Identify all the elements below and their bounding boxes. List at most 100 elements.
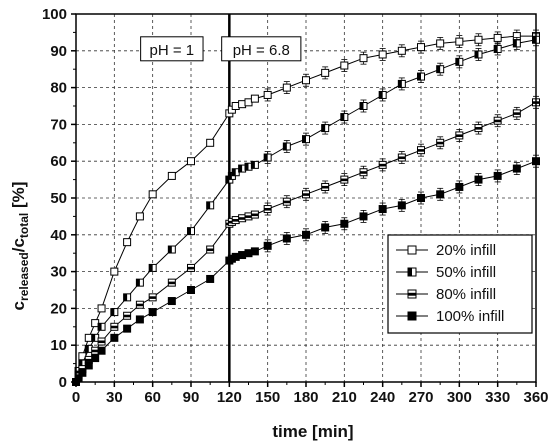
data-point — [263, 241, 272, 250]
data-point — [123, 311, 132, 320]
x-tick-label: 270 — [408, 389, 433, 406]
data-point — [493, 44, 502, 53]
data-point — [417, 146, 425, 155]
legend-item: 50% infill — [396, 264, 496, 281]
data-point — [187, 227, 195, 236]
data-point — [250, 210, 259, 219]
data-point — [397, 46, 406, 55]
y-tick-label: 60 — [50, 153, 67, 170]
data-point — [321, 223, 330, 232]
data-point — [282, 83, 291, 92]
data-point — [474, 124, 483, 133]
x-tick-label: 210 — [332, 389, 357, 406]
annotations: pH = 1 pH = 6.8 — [140, 36, 302, 62]
legend-label: 100% infill — [436, 308, 504, 325]
axis-ticks: 0 30 60 90 120 150 180 210 240 270 300 330 360 0 10 20 3… — [42, 6, 549, 406]
data-point — [397, 153, 406, 162]
data-point — [263, 90, 272, 99]
data-point — [359, 212, 368, 221]
x-tick-label: 330 — [485, 389, 510, 406]
data-point — [436, 65, 445, 74]
data-point — [206, 274, 215, 283]
data-point — [340, 113, 349, 122]
data-point — [417, 194, 425, 202]
legend-marker — [407, 311, 417, 321]
data-point — [455, 182, 464, 191]
legend-marker — [407, 267, 417, 277]
data-point — [135, 212, 144, 221]
x-tick-label: 180 — [293, 389, 318, 406]
legend-label: 50% infill — [436, 264, 496, 281]
y-tick-label: 70 — [50, 116, 67, 133]
data-point — [250, 247, 259, 256]
data-point — [321, 182, 330, 191]
y-tick-label: 10 — [50, 337, 67, 354]
data-point — [84, 361, 93, 370]
x-tick-label: 120 — [217, 389, 242, 406]
data-point — [282, 142, 291, 151]
ph-annotation-1: pH = 1 — [140, 36, 204, 62]
legend-marker — [407, 245, 417, 255]
data-point — [493, 171, 502, 180]
data-point — [302, 190, 310, 199]
data-point — [340, 219, 349, 228]
legend-label: 20% infill — [436, 242, 496, 259]
x-tick-label: 240 — [370, 389, 395, 406]
data-point — [436, 138, 445, 147]
data-point — [250, 160, 259, 169]
data-point — [474, 175, 483, 184]
data-point — [417, 43, 425, 52]
data-point — [167, 278, 176, 287]
data-point — [123, 238, 132, 247]
annotation-box — [221, 36, 302, 62]
data-point — [263, 153, 272, 162]
data-point — [110, 308, 119, 317]
data-point — [250, 94, 259, 103]
legend-marker — [407, 289, 417, 299]
data-point — [340, 61, 349, 70]
x-tick-label: 360 — [523, 389, 548, 406]
x-tick-label: 0 — [72, 389, 80, 406]
data-point — [397, 79, 406, 88]
data-point — [378, 90, 387, 99]
y-axis-label: creleased/ctotal [%] — [9, 182, 31, 311]
data-point — [91, 354, 100, 363]
y-tick-label: 30 — [50, 264, 67, 281]
x-tick-label: 30 — [106, 389, 123, 406]
data-point — [378, 160, 387, 169]
data-point — [78, 368, 87, 377]
data-point — [436, 39, 445, 48]
data-point — [359, 102, 368, 110]
data-point — [455, 57, 464, 66]
data-point — [302, 76, 310, 85]
x-tick-label: 60 — [144, 389, 161, 406]
data-point — [206, 138, 215, 147]
data-point — [340, 175, 349, 184]
y-tick-label: 20 — [50, 300, 67, 317]
data-point — [123, 293, 132, 302]
data-point — [167, 171, 176, 180]
data-point — [359, 168, 368, 177]
series-3 — [72, 95, 540, 386]
data-point — [206, 201, 215, 210]
x-tick-label: 150 — [255, 389, 280, 406]
legend-item: 80% infill — [396, 286, 496, 303]
data-point — [110, 267, 119, 276]
data-point — [321, 124, 330, 133]
y-tick-label: 100 — [42, 6, 67, 23]
data-point — [187, 157, 195, 166]
data-point — [148, 190, 157, 199]
y-tick-label: 80 — [50, 80, 67, 97]
legend-label: 80% infill — [436, 286, 496, 303]
series-2 — [72, 33, 540, 386]
data-point — [282, 234, 291, 243]
data-point — [512, 109, 521, 118]
annotation-text: pH = 1 — [150, 42, 195, 59]
data-point — [378, 50, 387, 59]
y-tick-label: 40 — [50, 227, 67, 244]
y-tick-label: 90 — [50, 43, 67, 60]
data-point — [97, 346, 106, 355]
data-point — [436, 190, 445, 199]
data-point — [455, 131, 464, 140]
